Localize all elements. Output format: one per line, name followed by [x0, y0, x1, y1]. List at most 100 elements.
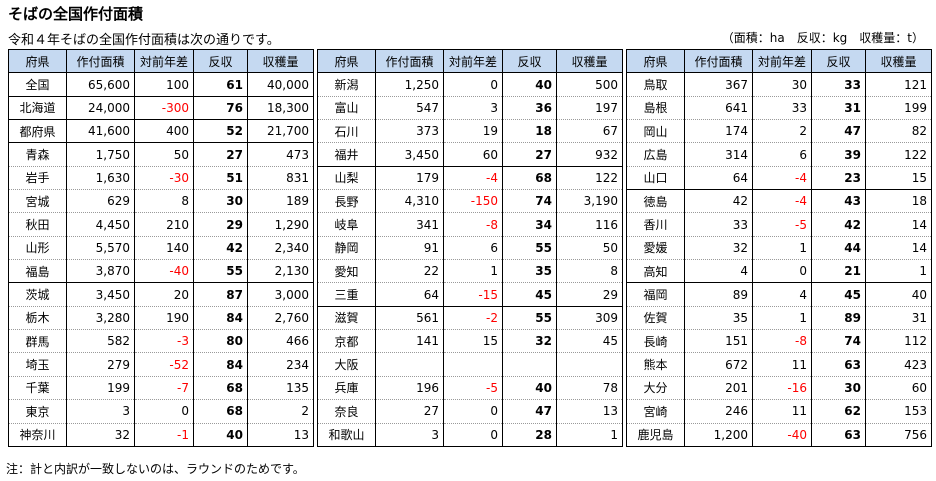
prefecture-cell: 千葉 [8, 375, 67, 400]
yield-cell: 29 [193, 212, 248, 237]
change-cell: 210 [134, 212, 194, 237]
prefecture-cell: 福井 [317, 142, 376, 167]
table-row: 大阪 [317, 352, 623, 377]
yield-cell: 28 [502, 422, 557, 447]
column-header: 収穫量 [247, 48, 314, 74]
area-cell: 3,450 [375, 142, 444, 167]
harvest-cell: 3,000 [247, 282, 314, 307]
harvest-cell: 309 [556, 305, 623, 330]
table-row: 栃木 3,280 190 84 2,760 [8, 305, 314, 330]
yield-cell: 52 [193, 119, 248, 143]
yield-cell: 45 [811, 282, 866, 307]
change-cell: 6 [443, 235, 503, 260]
change-cell: -15 [443, 282, 503, 307]
table-row: 広島 314 6 39 122 [626, 142, 932, 167]
prefecture-cell: 徳島 [626, 189, 685, 213]
table-block-2: 府県 作付面積 対前年差 反収 収穫量 新潟 1,250 0 40 500 富山 547 3 36 197 石… [317, 48, 623, 447]
yield-cell: 51 [193, 165, 248, 190]
table-row: 青森 1,750 50 27 473 [8, 142, 314, 167]
harvest-cell: 423 [865, 352, 932, 377]
harvest-cell: 121 [865, 72, 932, 97]
yield-cell: 27 [502, 142, 557, 167]
prefecture-cell: 埼玉 [8, 352, 67, 377]
header-row: 府県 作付面積 対前年差 反収 収穫量 [317, 48, 623, 74]
change-cell: 0 [443, 72, 503, 97]
harvest-cell: 122 [556, 165, 623, 190]
table-row: 愛知 22 1 35 8 [317, 259, 623, 283]
harvest-cell: 15 [865, 165, 932, 190]
prefecture-cell: 熊本 [626, 352, 685, 377]
table-block-1: 府県 作付面積 対前年差 反収 収穫量 全国 65,600 100 61 40,000 北海道 24,… [8, 48, 314, 447]
prefecture-cell: 新潟 [317, 72, 376, 97]
harvest-cell: 116 [556, 212, 623, 237]
area-cell: 179 [375, 165, 444, 190]
harvest-cell: 2,130 [247, 259, 314, 283]
column-header: 府県 [317, 48, 376, 74]
table-row: 滋賀 561 -2 55 309 [317, 305, 623, 330]
area-cell: 279 [66, 352, 135, 377]
prefecture-cell: 北海道 [8, 95, 67, 120]
column-header: 収穫量 [865, 48, 932, 74]
harvest-cell: 466 [247, 329, 314, 353]
table-row: 奈良 27 0 47 13 [317, 399, 623, 423]
yield-cell: 18 [502, 119, 557, 143]
yield-cell: 21 [811, 259, 866, 283]
table-row: 山口 64 -4 23 15 [626, 165, 932, 190]
prefecture-cell: 宮城 [8, 189, 67, 213]
table-row: 香川 33 -5 42 14 [626, 212, 932, 237]
change-cell: 60 [443, 142, 503, 167]
area-cell [375, 352, 444, 377]
table-row: 新潟 1,250 0 40 500 [317, 72, 623, 97]
change-cell: 20 [134, 282, 194, 307]
prefecture-cell: 京都 [317, 329, 376, 353]
harvest-cell: 40 [865, 282, 932, 307]
prefecture-cell: 高知 [626, 259, 685, 283]
table-row: 愛媛 32 1 44 14 [626, 235, 932, 260]
yield-cell: 68 [502, 165, 557, 190]
prefecture-cell: 長崎 [626, 329, 685, 353]
area-cell: 24,000 [66, 95, 135, 120]
yield-cell: 32 [502, 329, 557, 353]
prefecture-cell: 静岡 [317, 235, 376, 260]
harvest-cell: 1,290 [247, 212, 314, 237]
table-row: 神奈川 32 -1 40 13 [8, 422, 314, 447]
yield-cell: 42 [811, 212, 866, 237]
change-cell: 400 [134, 119, 194, 143]
harvest-cell: 18,300 [247, 95, 314, 120]
change-cell: -40 [752, 422, 812, 447]
yield-cell: 63 [811, 352, 866, 377]
harvest-cell: 21,700 [247, 119, 314, 143]
table-row: 宮崎 246 11 62 153 [626, 399, 932, 423]
table-row: 石川 373 19 18 67 [317, 119, 623, 143]
prefecture-cell: 山形 [8, 235, 67, 260]
harvest-cell: 2 [247, 399, 314, 423]
area-cell: 42 [684, 189, 753, 213]
harvest-cell: 1 [865, 259, 932, 283]
prefecture-cell: 兵庫 [317, 375, 376, 400]
prefecture-cell: 石川 [317, 119, 376, 143]
area-cell: 22 [375, 259, 444, 283]
prefecture-cell: 鳥取 [626, 72, 685, 97]
change-cell: 0 [752, 259, 812, 283]
page-title: そばの全国作付面積 [8, 5, 144, 23]
harvest-cell: 78 [556, 375, 623, 400]
column-header: 対前年差 [134, 48, 194, 74]
yield-cell: 45 [502, 282, 557, 307]
harvest-cell: 67 [556, 119, 623, 143]
prefecture-cell: 三重 [317, 282, 376, 307]
area-cell: 246 [684, 399, 753, 423]
column-header: 作付面積 [375, 48, 444, 74]
column-header: 反収 [193, 48, 248, 74]
table-row: 茨城 3,450 20 87 3,000 [8, 282, 314, 307]
harvest-cell [556, 352, 623, 377]
prefecture-cell: 奈良 [317, 399, 376, 423]
prefecture-cell: 茨城 [8, 282, 67, 307]
table-row: 全国 65,600 100 61 40,000 [8, 72, 314, 97]
change-cell: -2 [443, 305, 503, 330]
change-cell: 19 [443, 119, 503, 143]
harvest-cell: 29 [556, 282, 623, 307]
table-row: 島根 641 33 31 199 [626, 95, 932, 120]
units-legend: （面積：ha 反収：kg 収穫量：t） [721, 31, 924, 45]
change-cell: -16 [752, 375, 812, 400]
harvest-cell: 13 [247, 422, 314, 447]
